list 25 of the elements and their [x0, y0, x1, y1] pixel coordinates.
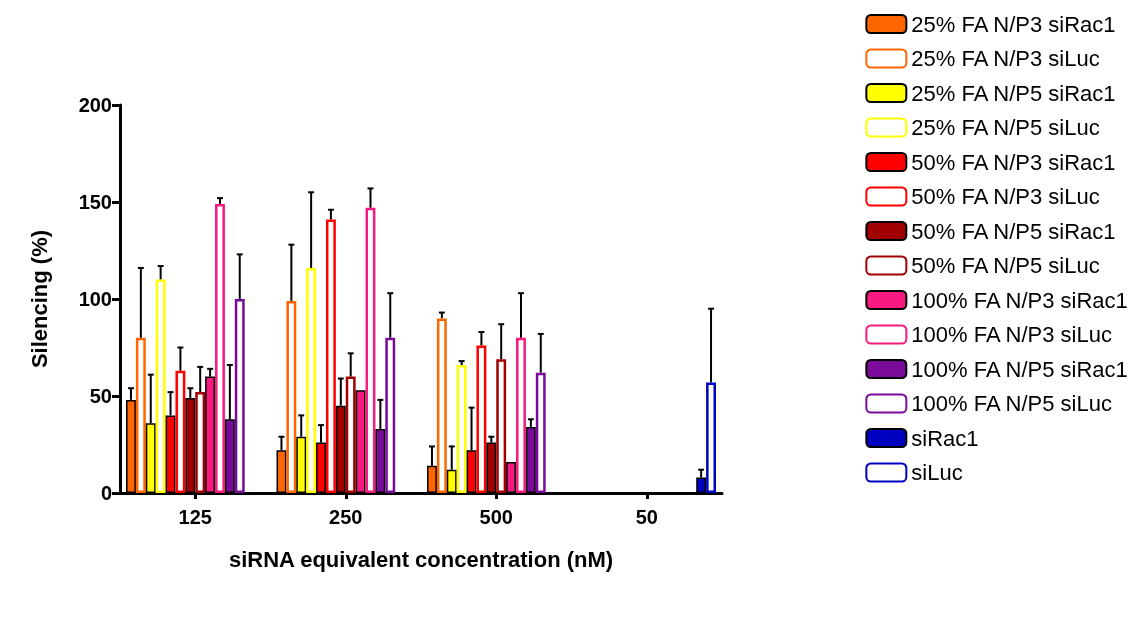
legend-label: 50% FA N/P3 siLuc	[911, 184, 1100, 209]
legend-label: siLuc	[911, 460, 963, 485]
legend-label: 50% FA N/P3 siRac1	[911, 149, 1116, 175]
legend-label: 100% FA N/P3 siRac1	[911, 287, 1128, 313]
legend-label: 25% FA N/P5 siLuc	[911, 115, 1100, 140]
legend-label: 50% FA N/P5 siRac1	[911, 218, 1116, 244]
legend-label: 25% FA N/P3 siLuc	[911, 46, 1100, 71]
x-tick-label: 125	[178, 506, 212, 528]
legend-label: 50% FA N/P5 siLuc	[911, 253, 1100, 278]
legend-label: 100% FA N/P3 siLuc	[911, 322, 1112, 347]
y-axis-title: Silencing (%)	[26, 229, 52, 369]
legend-label: 25% FA N/P3 siRac1	[911, 11, 1116, 37]
x-axis-title: siRNA equivalent concentration (nM)	[228, 546, 614, 572]
y-tick-label: 50	[89, 385, 112, 407]
legend-label: 100% FA N/P5 siLuc	[911, 391, 1112, 416]
y-tick-label: 0	[100, 482, 112, 504]
y-tick-label: 150	[78, 191, 112, 213]
legend-label: 100% FA N/P5 siRac1	[911, 356, 1128, 382]
x-tick-label: 500	[479, 506, 513, 528]
x-tick-label: 250	[329, 506, 363, 528]
x-tick-label: 50	[635, 506, 658, 528]
y-tick-label: 200	[78, 94, 112, 116]
legend-label: 25% FA N/P5 siRac1	[911, 80, 1116, 106]
y-tick-label: 100	[78, 288, 112, 310]
legend-label: siRac1	[911, 425, 979, 451]
